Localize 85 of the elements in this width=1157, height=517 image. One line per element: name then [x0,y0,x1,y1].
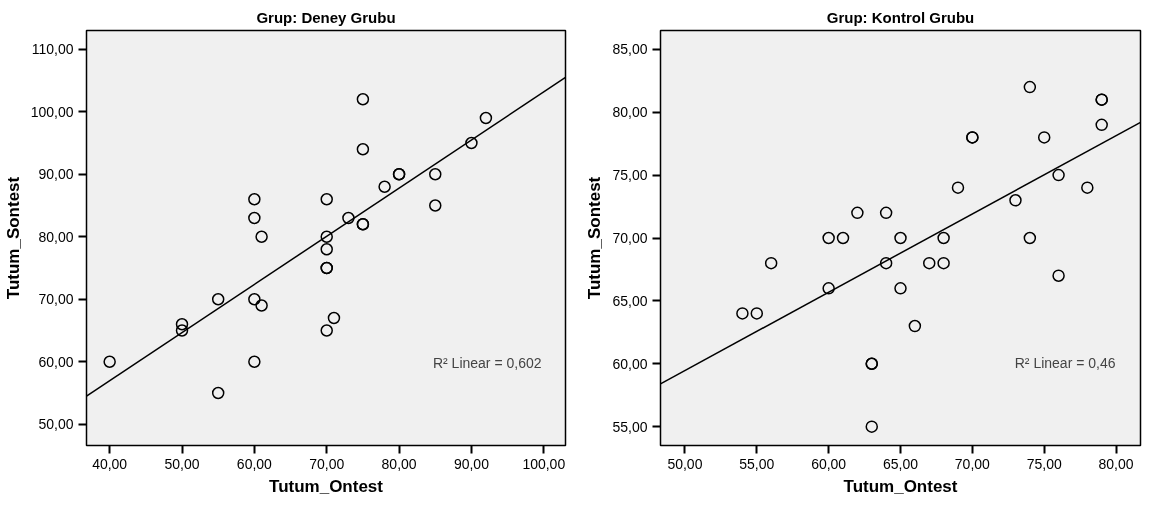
x-tick-label: 100,00 [522,455,566,472]
point [1081,181,1094,194]
chart-title: Grup: Deney Grubu [256,8,396,26]
point [356,93,370,106]
y-tick-label: 50,00 [38,416,74,433]
point [879,206,893,220]
point [465,136,478,150]
point [851,206,864,220]
y-tick-label: 110,00 [31,41,74,58]
point [1052,269,1065,282]
point [103,355,116,368]
point [320,243,333,256]
y-tick-label: 85,00 [612,41,648,58]
y-tick-label: 100,00 [30,103,74,120]
point [922,256,936,270]
point [255,299,268,312]
point [937,231,950,245]
y-tick-label: 80,00 [612,104,648,121]
y-tick-label: 65,00 [612,292,648,309]
y-tick-label: 60,00 [612,355,648,372]
x-axis-title: Tutum_Ontest [269,476,384,496]
y-tick-label: 70,00 [38,291,74,308]
point [894,231,907,245]
point [378,180,391,193]
x-tick-label: 90,00 [453,455,490,472]
point [822,282,835,295]
point [1023,231,1037,245]
point [429,199,442,212]
point [1095,118,1108,132]
point [320,193,333,206]
annotation: R² Linear = 0,602 [432,354,542,371]
point [836,231,850,245]
point [937,256,950,270]
point [356,143,370,156]
x-tick-label: 60,00 [236,455,273,472]
point [175,324,189,337]
x-tick-label: 80,00 [381,455,417,472]
point [1052,168,1065,182]
x-tick-label: 65,00 [882,455,919,472]
x-tick-label: 75,00 [1026,455,1062,472]
point [750,307,764,320]
point [175,318,189,331]
y-tick-label: 80,00 [38,228,74,245]
point [865,420,879,433]
y-axis-title: Tutum_Sontest [585,176,605,300]
x-axis-title: Tutum_Ontest [843,476,958,496]
x-tick-label: 80,00 [1098,455,1134,472]
point [255,230,268,243]
point [320,324,333,337]
point [248,211,261,225]
x-tick-label: 50,00 [667,455,703,472]
x-tick-label: 70,00 [309,455,345,472]
point [320,230,333,243]
point [342,211,355,225]
point [1023,80,1037,94]
x-tick-label: 40,00 [92,455,128,472]
x-tick-label: 55,00 [739,455,775,472]
point [429,168,442,181]
point [822,231,835,245]
point [764,256,778,270]
point [327,311,341,325]
point [211,293,225,306]
point [894,282,907,295]
point [248,293,261,306]
y-tick-label: 70,00 [612,230,648,246]
x-tick-label: 60,00 [811,455,847,472]
point [879,256,893,270]
point [211,386,225,400]
chart-title: Grup: Kontrol Grubu [826,8,975,26]
y-tick-label: 55,00 [612,418,648,435]
point [479,111,493,125]
annotation: R² Linear = 0,46 [1014,354,1116,371]
point [248,193,261,206]
point [951,181,965,194]
x-tick-label: 70,00 [954,455,991,472]
y-tick-label: 75,00 [612,167,648,184]
y-tick-label: 60,00 [38,353,74,370]
x-tick-label: 50,00 [164,455,200,472]
point [1037,131,1051,144]
y-tick-label: 90,00 [38,166,74,183]
point [908,319,922,333]
y-axis-title: Tutum_Sontest [3,176,23,300]
point [248,355,261,368]
point [736,307,749,320]
point [1009,194,1022,207]
